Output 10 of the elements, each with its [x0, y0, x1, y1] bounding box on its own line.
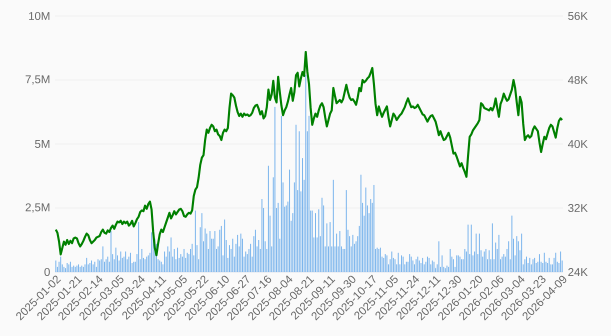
y-tick-label: 5M — [35, 140, 50, 148]
y-tick-label: 0 — [44, 268, 50, 276]
y2-tick-label: 32K — [568, 204, 588, 212]
y2-tick-label: 40K — [568, 140, 588, 148]
y2-tick-label: 48K — [568, 76, 588, 84]
y-tick-label: 7,5M — [26, 75, 50, 85]
y2-tick-label: 24K — [568, 268, 588, 276]
y2-tick-label: 56K — [568, 12, 588, 20]
y-tick-label: 10M — [29, 12, 50, 20]
y-tick-label: 2,5M — [26, 203, 50, 213]
